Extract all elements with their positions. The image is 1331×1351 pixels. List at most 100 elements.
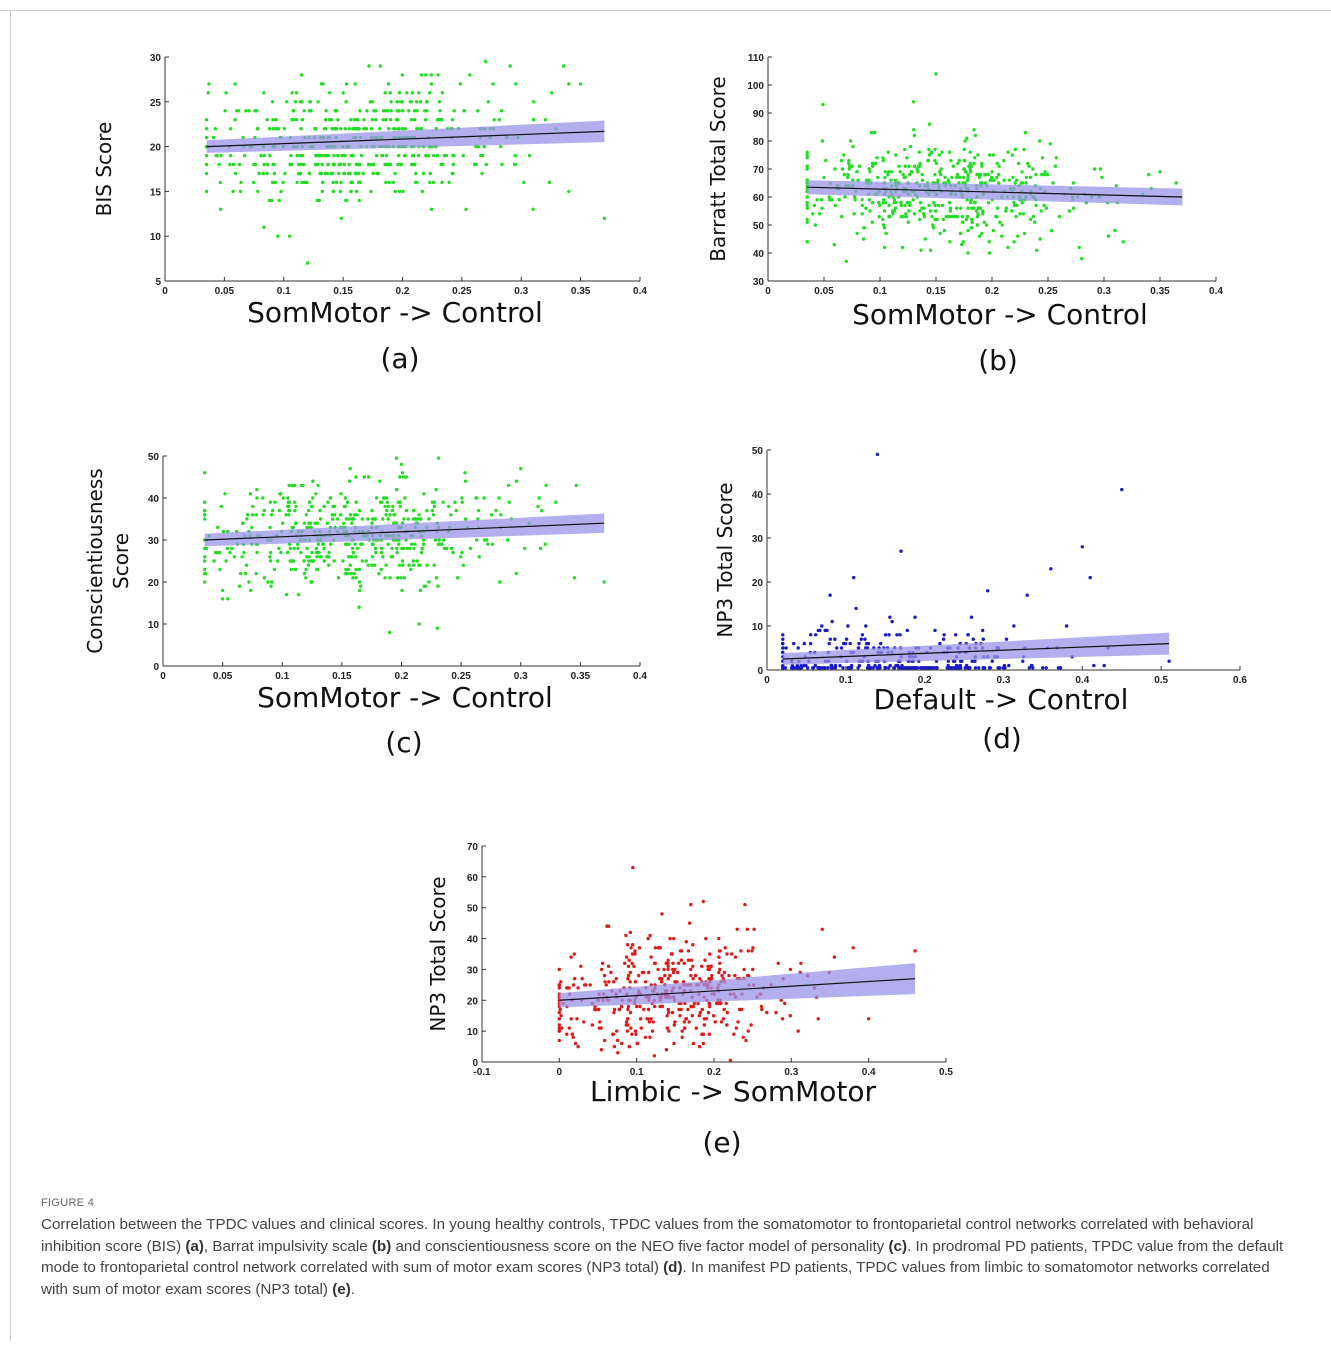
data-point — [442, 153, 447, 158]
data-point — [359, 153, 364, 158]
data-point — [751, 967, 755, 972]
data-point — [354, 475, 358, 479]
x-axis-label: Default -> Control — [874, 683, 1129, 716]
data-point — [233, 118, 237, 122]
data-point — [344, 567, 348, 572]
data-point — [752, 927, 756, 931]
data-point — [476, 508, 481, 513]
data-point — [342, 171, 346, 176]
data-point — [315, 521, 320, 525]
data-point — [432, 504, 437, 509]
data-point — [400, 559, 405, 563]
data-point — [1040, 172, 1044, 177]
data-point — [975, 223, 980, 227]
data-point — [788, 967, 793, 972]
figure-label: FIGURE 4 — [41, 1197, 95, 1209]
data-point — [308, 100, 312, 104]
data-point — [873, 663, 877, 668]
data-point — [370, 563, 374, 567]
data-point — [1010, 153, 1014, 157]
data-point — [933, 147, 937, 152]
data-point — [781, 1017, 785, 1021]
data-point — [981, 628, 985, 633]
data-point — [385, 500, 390, 504]
data-point — [920, 172, 924, 177]
data-point — [1071, 206, 1076, 210]
panel-label: (e) — [702, 1126, 741, 1159]
data-point — [402, 576, 406, 580]
data-point — [986, 589, 990, 593]
data-point — [706, 1010, 711, 1015]
data-point — [796, 1029, 800, 1033]
data-point — [717, 970, 721, 975]
data-point — [399, 462, 404, 467]
data-point — [441, 162, 445, 167]
data-point — [609, 970, 613, 975]
data-point — [378, 127, 382, 131]
data-point — [647, 1020, 652, 1024]
data-point — [653, 946, 657, 950]
data-point — [347, 542, 351, 546]
data-point — [1006, 245, 1010, 250]
data-point — [872, 130, 877, 135]
data-point — [961, 220, 965, 224]
data-point — [844, 259, 849, 264]
data-point — [1027, 164, 1031, 168]
data-point — [1057, 214, 1062, 219]
data-point — [438, 109, 442, 113]
data-point — [412, 162, 417, 167]
data-point — [267, 198, 271, 203]
data-point — [279, 189, 283, 194]
data-point — [1039, 209, 1043, 213]
data-point — [305, 180, 309, 185]
data-point — [653, 1004, 657, 1009]
y-tick-label: 40 — [467, 935, 479, 946]
data-point — [428, 180, 432, 185]
data-point — [350, 546, 355, 551]
data-point — [781, 650, 785, 655]
data-point — [671, 970, 676, 975]
data-point — [348, 563, 352, 567]
data-point — [233, 171, 238, 176]
data-point — [795, 666, 799, 670]
data-point — [703, 958, 707, 962]
data-point — [961, 240, 965, 244]
data-point — [582, 983, 587, 987]
data-point — [204, 127, 209, 131]
data-point — [279, 550, 283, 555]
data-point — [270, 508, 275, 513]
x-tick-label: 0.3 — [514, 286, 528, 297]
data-point — [647, 970, 651, 975]
data-point — [307, 555, 311, 559]
data-point — [669, 952, 674, 956]
data-point — [1014, 178, 1019, 182]
data-point — [323, 171, 327, 176]
data-point — [875, 156, 879, 160]
data-point — [375, 171, 379, 176]
data-point — [273, 180, 277, 185]
data-point — [322, 127, 327, 131]
data-point — [401, 109, 405, 113]
data-point — [400, 588, 404, 593]
data-point — [247, 109, 251, 113]
data-point — [331, 180, 335, 185]
data-point — [333, 513, 337, 517]
data-point — [949, 158, 953, 163]
data-point — [666, 961, 670, 965]
data-point — [460, 500, 464, 504]
data-point — [728, 1058, 733, 1063]
data-point — [254, 571, 258, 576]
data-point — [614, 977, 618, 981]
data-point — [602, 580, 606, 584]
data-point — [867, 178, 871, 182]
data-point — [974, 209, 979, 213]
data-point — [988, 666, 992, 670]
data-point — [627, 1044, 631, 1049]
data-point — [635, 1004, 639, 1009]
data-point — [368, 162, 373, 167]
data-point — [870, 161, 874, 166]
data-point — [916, 170, 920, 174]
data-point — [672, 1023, 676, 1027]
data-point — [1007, 663, 1011, 668]
x-tick-label: 0.1 — [839, 675, 853, 686]
